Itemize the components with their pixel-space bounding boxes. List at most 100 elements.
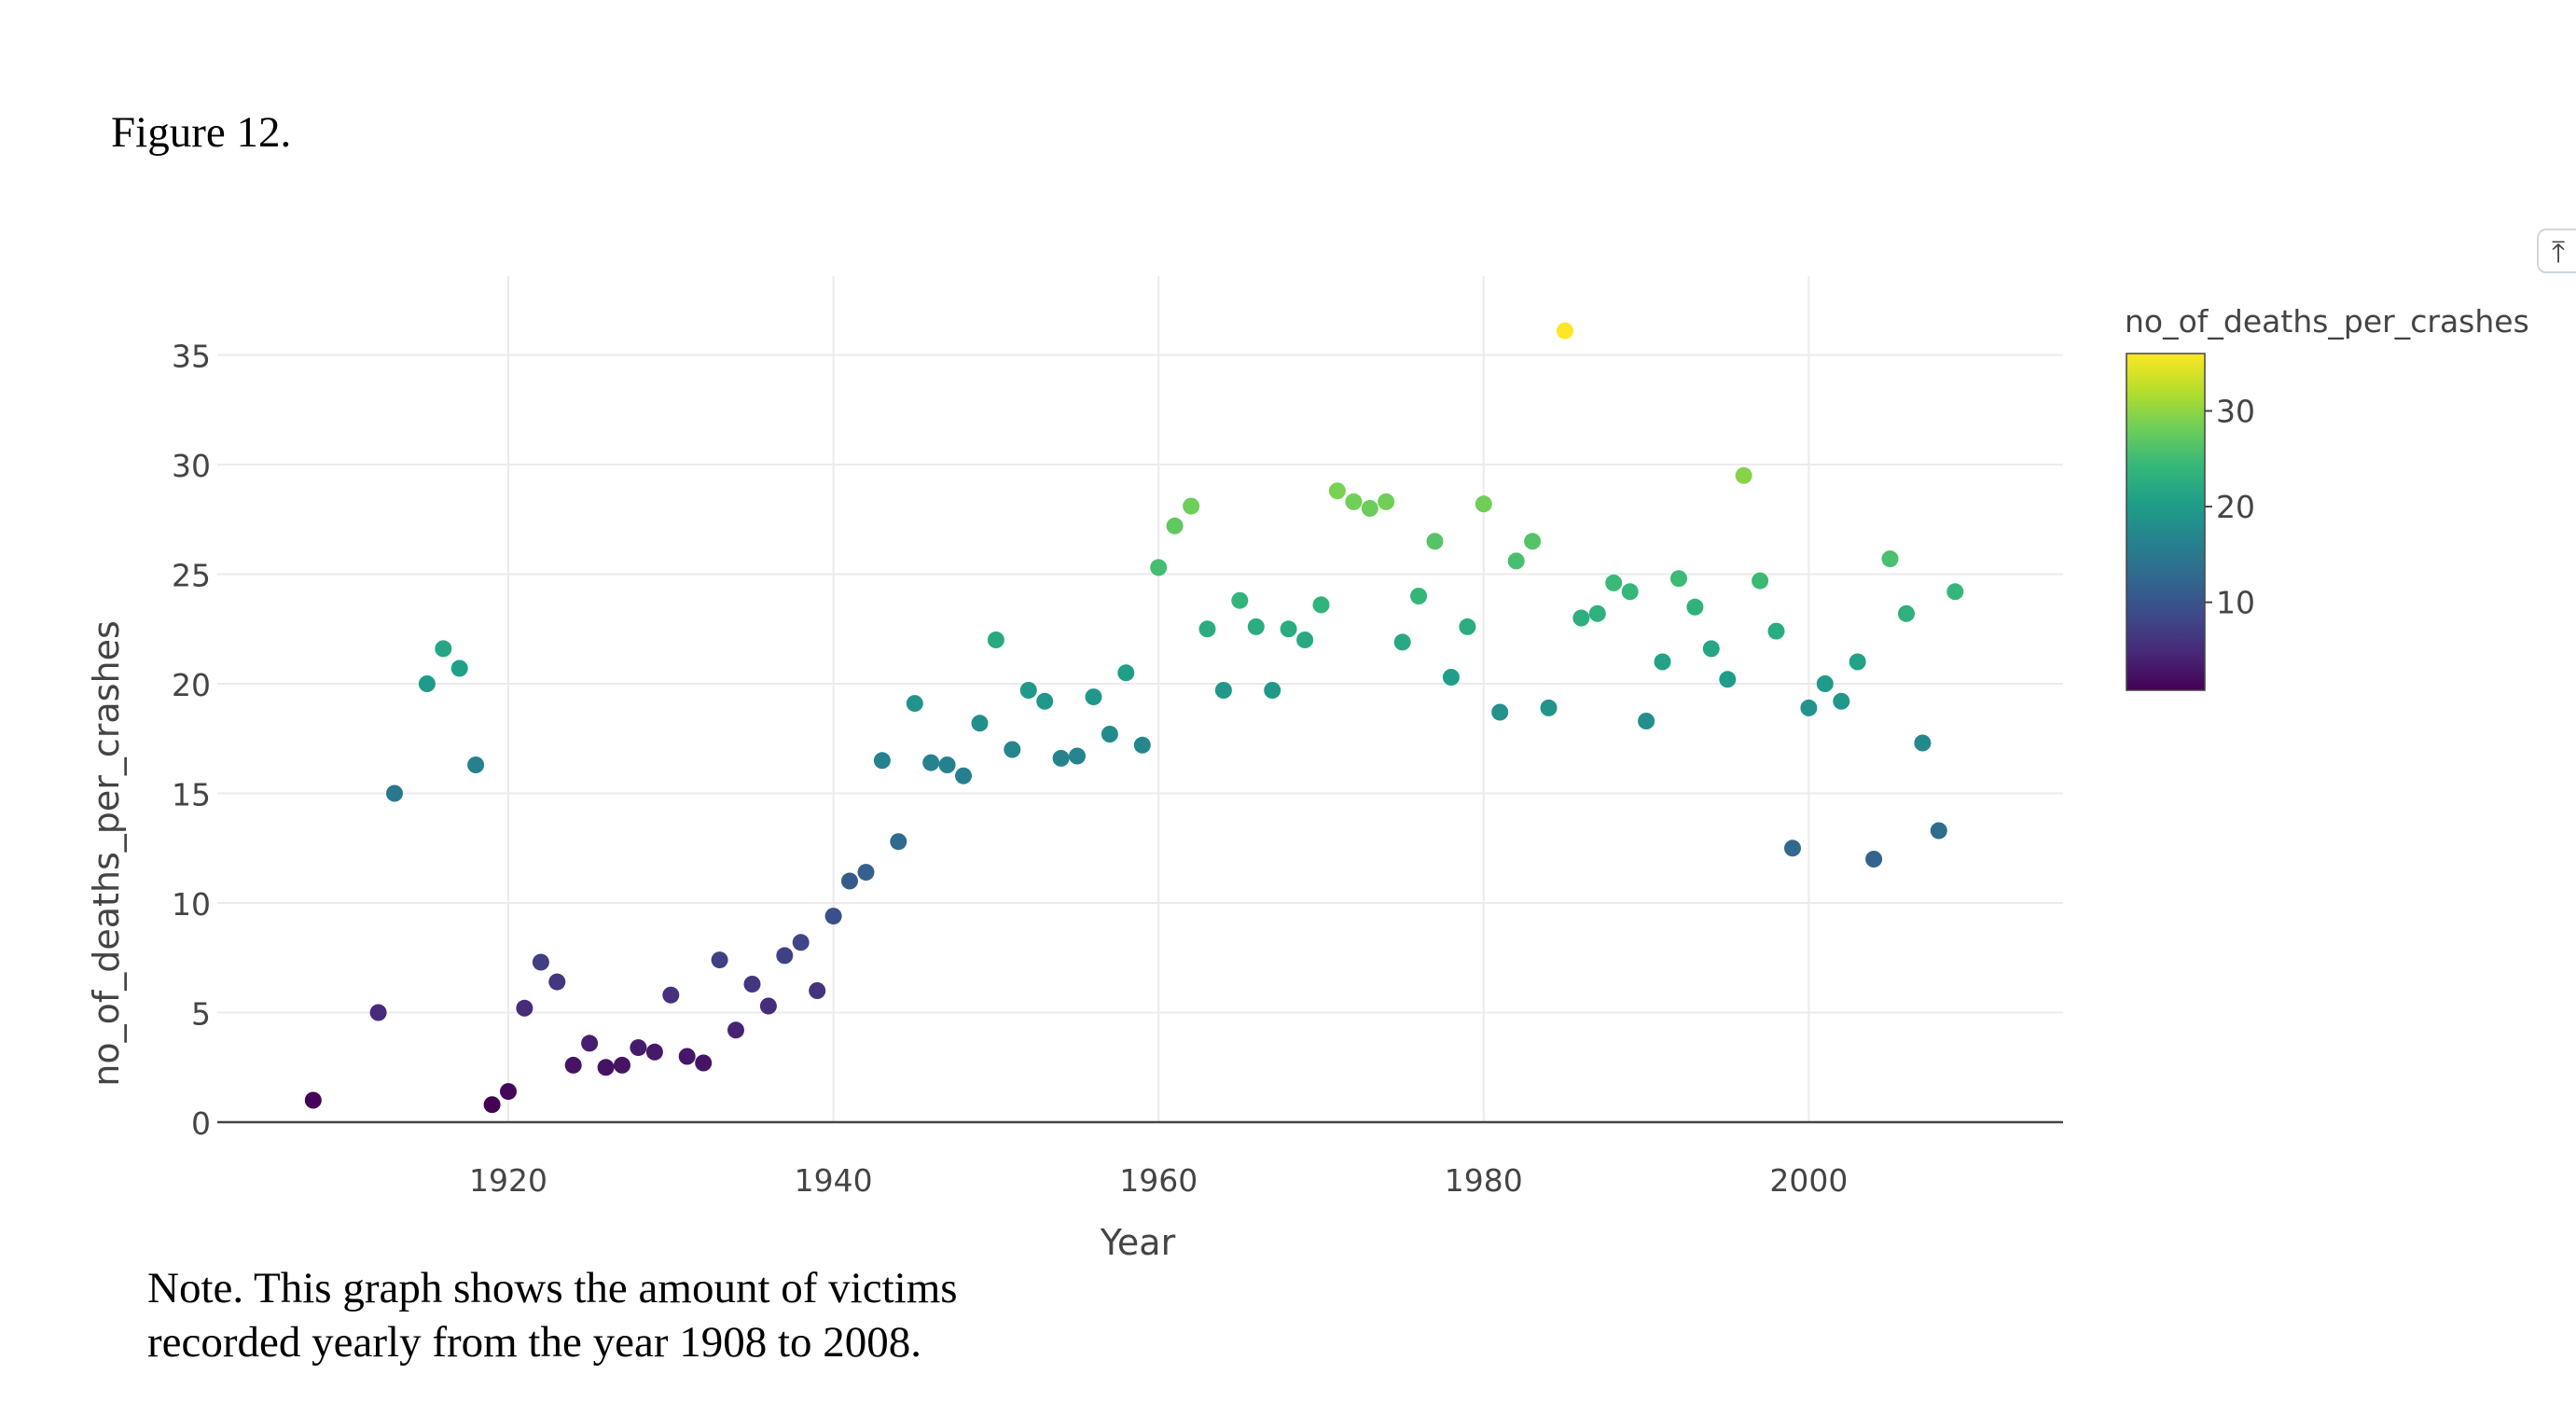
data-point <box>1898 604 1915 622</box>
data-point <box>1654 653 1671 671</box>
data-point <box>304 1091 322 1109</box>
data-point <box>873 752 891 770</box>
data-point <box>1946 583 1964 601</box>
data-point <box>1280 620 1297 638</box>
x-tick-label: 1980 <box>1445 1162 1523 1199</box>
data-point <box>564 1056 582 1074</box>
data-point <box>1702 640 1720 658</box>
data-point <box>1930 822 1947 840</box>
data-point <box>500 1083 517 1101</box>
data-point <box>1198 620 1216 638</box>
data-point <box>809 982 826 999</box>
data-point <box>614 1056 630 1074</box>
data-point <box>1865 851 1883 868</box>
data-point <box>1800 699 1818 716</box>
data-point <box>418 675 436 692</box>
data-point <box>1459 618 1476 635</box>
data-point <box>1085 688 1102 706</box>
y-tick-label: 30 <box>172 448 211 484</box>
data-point <box>1345 493 1363 510</box>
data-point <box>1426 533 1444 550</box>
data-points <box>304 322 1964 1114</box>
data-point <box>1133 736 1151 754</box>
x-axis-label: Year <box>1100 1222 1176 1263</box>
data-point <box>1036 692 1054 710</box>
y-tick-label: 5 <box>191 996 211 1033</box>
data-point <box>1719 671 1737 688</box>
colorbar-tick-label: 30 <box>2216 394 2255 430</box>
data-point <box>1849 653 1866 671</box>
data-point <box>711 951 728 969</box>
data-point <box>727 1021 744 1039</box>
data-point <box>1312 596 1330 614</box>
grid-lines <box>217 276 2063 1122</box>
data-point <box>890 833 907 851</box>
data-point <box>483 1096 501 1114</box>
data-point <box>1491 703 1509 721</box>
data-point <box>841 872 858 890</box>
data-point <box>1752 572 1769 590</box>
data-point <box>1247 618 1265 635</box>
data-point <box>987 632 1004 648</box>
data-point <box>1378 493 1395 510</box>
data-point <box>1183 497 1200 515</box>
data-point <box>1150 559 1168 576</box>
data-point <box>1019 682 1037 699</box>
data-point <box>1914 734 1932 752</box>
y-tick-label: 20 <box>172 667 211 703</box>
y-tick-label: 35 <box>172 339 211 375</box>
data-point <box>1442 669 1460 686</box>
y-axis-label: no_of_deaths_per_crashes <box>86 620 127 1087</box>
data-point <box>1686 598 1704 616</box>
data-point <box>1052 749 1070 767</box>
data-point <box>1101 726 1118 743</box>
data-point <box>1605 574 1623 591</box>
note-line-2: recorded yearly from the year 1908 to 20… <box>147 1318 922 1367</box>
data-point <box>1638 713 1655 729</box>
data-point <box>532 953 549 971</box>
data-point <box>1540 699 1558 716</box>
colorbar-tick-label: 10 <box>2216 585 2255 621</box>
x-tick-label: 2000 <box>1769 1162 1848 1199</box>
data-point <box>1166 517 1184 534</box>
y-tick-label: 0 <box>191 1105 211 1142</box>
x-tick-label: 1920 <box>469 1162 547 1199</box>
colorbar-title: no_of_deaths_per_crashes <box>2125 303 2529 340</box>
data-point <box>678 1048 696 1065</box>
data-point <box>597 1059 615 1076</box>
data-point <box>1117 664 1135 682</box>
data-point <box>662 986 680 1004</box>
data-point <box>792 934 810 951</box>
data-point <box>386 784 403 802</box>
data-point <box>1572 609 1590 627</box>
data-point <box>645 1043 663 1061</box>
y-tick-label: 25 <box>172 558 211 594</box>
data-point <box>1833 692 1850 710</box>
colorbar-gradient <box>2126 353 2206 691</box>
data-point <box>1767 622 1785 640</box>
data-point <box>1816 675 1834 692</box>
data-point <box>1214 682 1232 699</box>
data-point <box>1670 570 1687 588</box>
data-point <box>922 754 940 771</box>
x-tick-label: 1940 <box>795 1162 873 1199</box>
figure-label: Figure 12. <box>111 108 292 157</box>
data-point <box>1393 633 1411 651</box>
autoscale-icon[interactable]: ⤒ <box>2537 229 2576 273</box>
data-point <box>467 757 485 773</box>
data-point <box>1004 741 1021 758</box>
data-point <box>1784 840 1801 857</box>
data-point <box>971 715 989 732</box>
data-point <box>1410 588 1428 604</box>
data-point <box>1621 583 1639 601</box>
data-point <box>369 1004 387 1021</box>
axes: 0 5 10 15 20 25 30 35 1920 1940 1960 1980 2000 <box>172 339 2063 1199</box>
data-point <box>776 947 794 965</box>
data-point <box>1328 482 1346 500</box>
data-point <box>1588 604 1606 622</box>
data-point <box>906 695 923 713</box>
note-line-1: Note. This graph shows the amount of vic… <box>147 1264 958 1312</box>
y-tick-label: 10 <box>172 886 211 923</box>
data-point <box>516 999 533 1017</box>
